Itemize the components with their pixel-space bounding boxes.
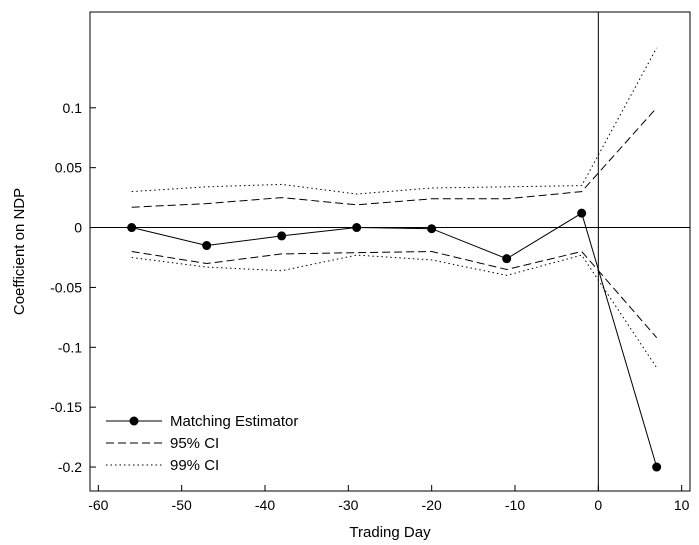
x-tick-label: -50 — [172, 497, 192, 513]
y-tick-label: 0.1 — [63, 100, 83, 116]
x-tick-label: -30 — [338, 497, 358, 513]
y-tick-label: -0.2 — [58, 459, 82, 475]
matching-estimator-point — [277, 231, 287, 241]
x-tick-label: -40 — [255, 497, 275, 513]
x-tick-label: -60 — [88, 497, 108, 513]
plot-frame — [89, 11, 691, 492]
x-axis-label: Trading Day — [349, 524, 431, 541]
matching-estimator-point — [127, 223, 137, 233]
x-tick-label: 10 — [674, 497, 690, 513]
legend-label-95-ci: 95% CI — [170, 435, 219, 452]
legend-label-99-ci: 99% CI — [170, 457, 219, 474]
y-axis-label: Coefficient on NDP — [11, 188, 28, 315]
matching-estimator-point — [202, 241, 212, 251]
legend: Matching Estimator 95% CI 99% CI — [106, 413, 298, 474]
legend-label-matching-estimator: Matching Estimator — [170, 413, 298, 430]
95-ci-upper-line — [131, 107, 658, 208]
matching-estimator-point — [652, 462, 662, 472]
y-tick-label: 0.05 — [55, 160, 82, 176]
matching-estimator-point — [577, 208, 587, 218]
y-tick-label: -0.15 — [50, 399, 82, 415]
95-ci-lower-line — [131, 250, 658, 339]
y-tick-label: -0.1 — [58, 339, 82, 355]
y-tick-label: 0 — [74, 220, 82, 236]
y-tick-label: -0.05 — [50, 279, 82, 295]
ticks-layer: -60 -50 -40 -30 -20 -10 0 10 -0.2 -0.15 -0.1 -0.05 0… — [50, 100, 690, 513]
matching-estimator-line — [131, 212, 658, 468]
matching-estimator-point — [427, 224, 437, 234]
x-tick-label: 0 — [594, 497, 602, 513]
x-tick-label: -20 — [422, 497, 442, 513]
matching-estimator-point — [352, 223, 362, 233]
series-layer — [127, 47, 662, 472]
matching-estimator-point — [502, 254, 512, 264]
legend-marker-matching-estimator — [129, 416, 139, 426]
x-tick-label: -10 — [505, 497, 525, 513]
